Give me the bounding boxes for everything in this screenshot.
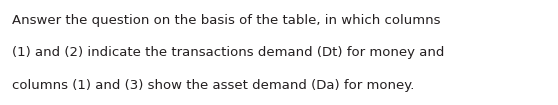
Text: (1) and (2) indicate the transactions demand (Dt) for money and: (1) and (2) indicate the transactions de… [12,46,445,59]
Text: Answer the question on the basis of the table, in which columns: Answer the question on the basis of the … [12,14,441,27]
Text: columns (1) and (3) show the asset demand (Da) for money.: columns (1) and (3) show the asset deman… [12,79,415,92]
